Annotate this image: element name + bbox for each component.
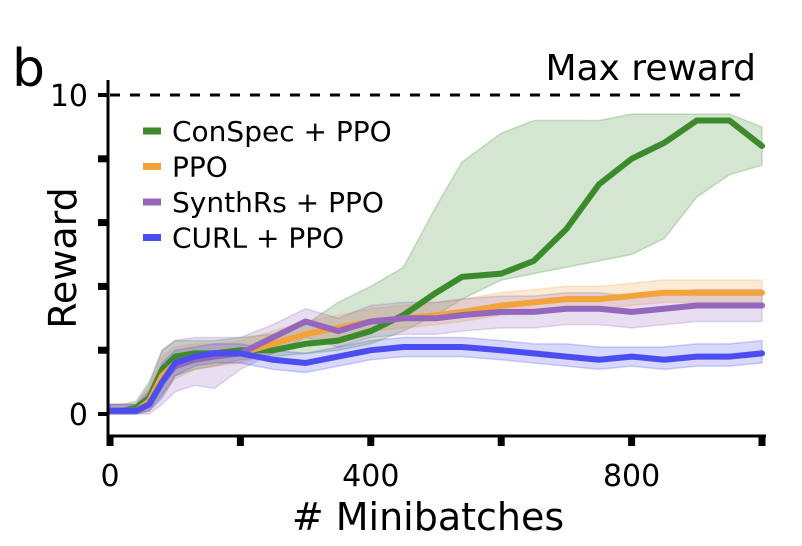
y-axis-ticks: 0 10 <box>50 79 108 433</box>
series-lines <box>107 117 765 414</box>
x-tick-label: 0 <box>100 459 119 494</box>
x-axis-ticks: 0 400 800 <box>100 436 766 494</box>
legend-label-synthrs-ppo: SynthRs + PPO <box>172 186 384 219</box>
y-tick-label: 0 <box>69 398 88 433</box>
legend-label-ppo: PPO <box>172 151 228 184</box>
synthrs-ppo-band <box>109 288 763 415</box>
y-tick-label: 10 <box>50 79 88 114</box>
panel-letter: b <box>12 39 45 99</box>
x-tick-label: 800 <box>603 459 660 494</box>
legend-label-curl-ppo: CURL + PPO <box>172 222 344 255</box>
y-axis-label: Reward <box>41 187 85 329</box>
curl-ppo-line <box>107 344 765 414</box>
x-tick-label: 400 <box>342 459 399 494</box>
legend-label-conspec-ppo: ConSpec + PPO <box>172 115 392 148</box>
chart-title: Max reward <box>545 48 756 89</box>
conspec-ppo-line <box>107 117 765 414</box>
x-axis-label: # Minibatches <box>292 495 564 539</box>
